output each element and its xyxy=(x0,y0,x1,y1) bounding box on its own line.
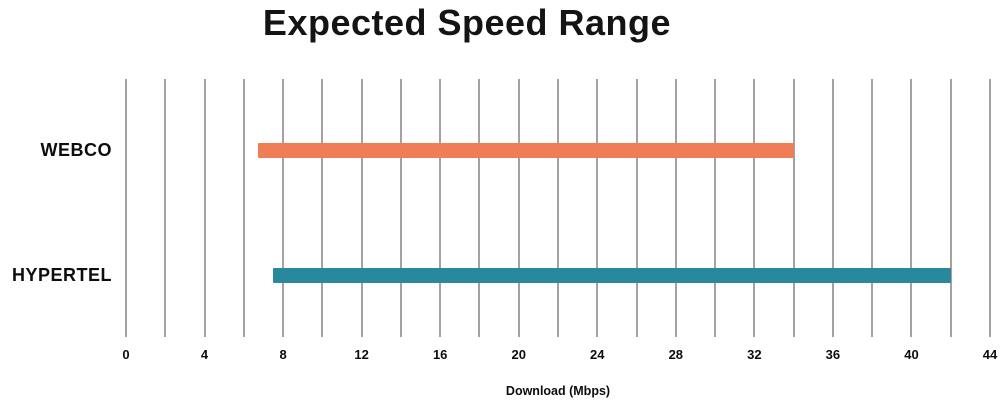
x-tick-label: 44 xyxy=(982,347,998,362)
x-tick-label: 0 xyxy=(122,347,130,362)
gridline xyxy=(164,79,167,337)
gridline xyxy=(792,79,795,337)
category-label-webco: WEBCO xyxy=(40,139,112,160)
x-tick-label: 32 xyxy=(747,347,762,362)
gridline xyxy=(478,79,481,337)
gridline xyxy=(125,79,127,337)
gridline xyxy=(203,79,206,337)
gridline xyxy=(714,79,717,337)
gridline xyxy=(635,79,638,337)
chart-title: Expected Speed Range xyxy=(262,2,672,43)
gridline xyxy=(949,79,952,337)
gridline xyxy=(439,79,442,337)
gridline xyxy=(674,79,677,337)
x-tick-label: 24 xyxy=(590,347,605,362)
gridline xyxy=(753,79,756,337)
gridline xyxy=(989,79,991,337)
x-axis-title: Download (Mbps) xyxy=(505,384,611,398)
x-tick-label: 12 xyxy=(354,347,369,362)
x-tick-label: 20 xyxy=(511,347,526,362)
gridline xyxy=(517,79,520,337)
x-tick-label: 16 xyxy=(432,347,448,362)
gridline xyxy=(557,79,559,337)
range-bar-hypertel xyxy=(273,268,951,283)
gridline xyxy=(242,79,245,337)
gridline xyxy=(282,79,285,337)
x-tick-label: 36 xyxy=(825,347,841,362)
x-tick-label: 28 xyxy=(668,347,684,362)
x-tick-label: 4 xyxy=(200,347,209,362)
x-tick-label: 40 xyxy=(904,347,919,362)
gridline xyxy=(360,79,363,337)
gridline xyxy=(596,79,599,337)
gridline xyxy=(871,79,874,337)
x-tick-label: 8 xyxy=(279,347,287,362)
plot-area xyxy=(125,79,991,337)
range-bar-webco xyxy=(257,143,794,158)
gridline xyxy=(831,79,834,337)
gridline xyxy=(399,79,402,337)
gridline xyxy=(321,79,324,337)
category-label-hypertel: HYPERTEL xyxy=(11,264,112,285)
gridline xyxy=(910,79,913,337)
